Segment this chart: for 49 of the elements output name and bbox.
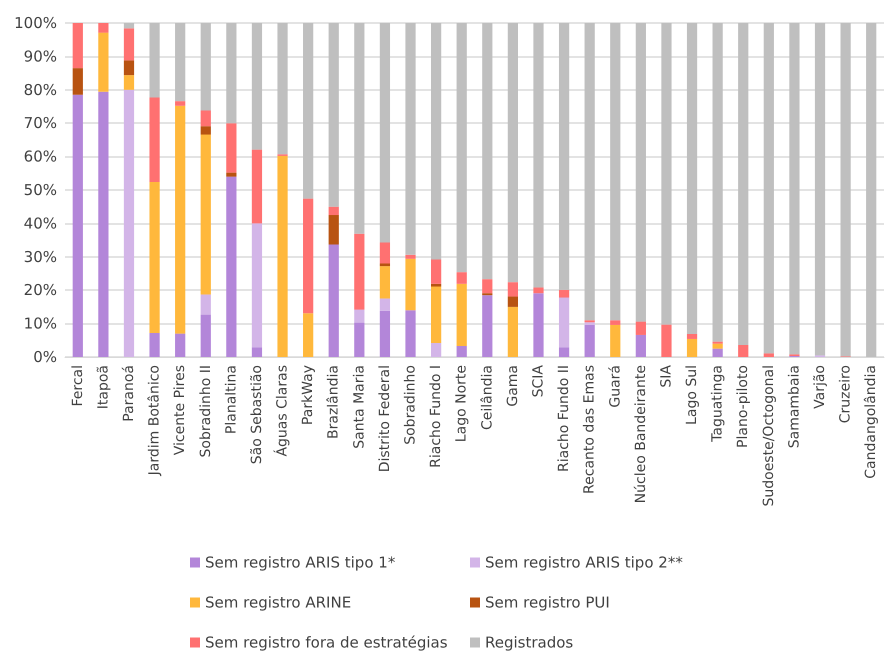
- x-tick-label: Samambaia: [786, 365, 802, 448]
- y-tick-label: 70%: [24, 114, 57, 132]
- legend-label: Registrados: [485, 634, 574, 652]
- x-tick-label: Planaltina: [223, 365, 240, 434]
- y-tick-label: 30%: [24, 248, 57, 266]
- x-tick-label: ParkWay: [300, 365, 316, 426]
- y-tick-label: 90%: [24, 47, 57, 66]
- x-tick-label: Vicente Pires: [172, 365, 188, 456]
- x-tick-label: São Sebastião: [248, 365, 265, 464]
- legend-label: Sem registro ARIS tipo 2**: [485, 554, 684, 572]
- y-tick-label: 50%: [24, 181, 57, 199]
- x-tick-label: Lago Norte: [454, 365, 470, 442]
- x-tick-label: Ceilândia: [479, 365, 496, 430]
- x-tick-label: Varjão: [812, 365, 828, 409]
- x-tick-label: Taguatinga: [710, 365, 726, 443]
- x-tick-label: Paranoá: [120, 365, 137, 422]
- x-tick-label: Lago Sul: [684, 365, 700, 425]
- x-tick-label: Sobradinho: [402, 365, 419, 445]
- x-tick-label: Sudoeste/Octogonal: [760, 365, 777, 507]
- legend-label: Sem registro fora de estratégias: [205, 634, 448, 652]
- x-tick-label: Fercal: [70, 365, 86, 407]
- y-tick-label: 10%: [24, 314, 57, 333]
- x-tick-label: Núcleo Bandeirante: [632, 365, 649, 504]
- legend-label: Sem registro PUI: [485, 594, 610, 612]
- y-tick-label: 60%: [24, 148, 57, 166]
- y-tick-label: 20%: [24, 281, 57, 300]
- x-tick-label: Recanto das Emas: [582, 365, 598, 494]
- x-tick-label: Santa Maria: [351, 365, 368, 449]
- y-tick-label: 80%: [24, 80, 57, 99]
- y-tick-label: 100%: [14, 14, 57, 32]
- x-tick-label: Sobradinho II: [198, 365, 214, 458]
- x-tick-label: Cruzeiro: [838, 365, 854, 424]
- x-tick-label: Gama: [504, 365, 521, 407]
- x-tick-label: Distrito Federal: [376, 365, 393, 472]
- legend-label: Sem registro ARINE: [205, 594, 352, 612]
- x-tick-label: Plano-piloto: [735, 365, 752, 448]
- x-tick-label: Brazlândia: [326, 365, 342, 439]
- x-tick-label: Águas Claras: [274, 365, 291, 457]
- legend-label: Sem registro ARIS tipo 1*: [205, 554, 396, 572]
- x-tick-label: SIA: [658, 364, 674, 388]
- x-tick-label: Itapoã: [95, 365, 112, 410]
- x-tick-label: Jardim Botânico: [146, 365, 163, 476]
- x-tick-label: Guará: [607, 365, 624, 408]
- y-tick-label: 0%: [33, 348, 57, 366]
- y-tick-label: 40%: [24, 214, 57, 232]
- x-tick-label: Candangolândia: [863, 365, 880, 479]
- x-tick-label: SCIA: [530, 364, 546, 398]
- x-tick-label: Riacho Fundo II: [556, 365, 572, 472]
- x-tick-label: Riacho Fundo I: [428, 365, 444, 468]
